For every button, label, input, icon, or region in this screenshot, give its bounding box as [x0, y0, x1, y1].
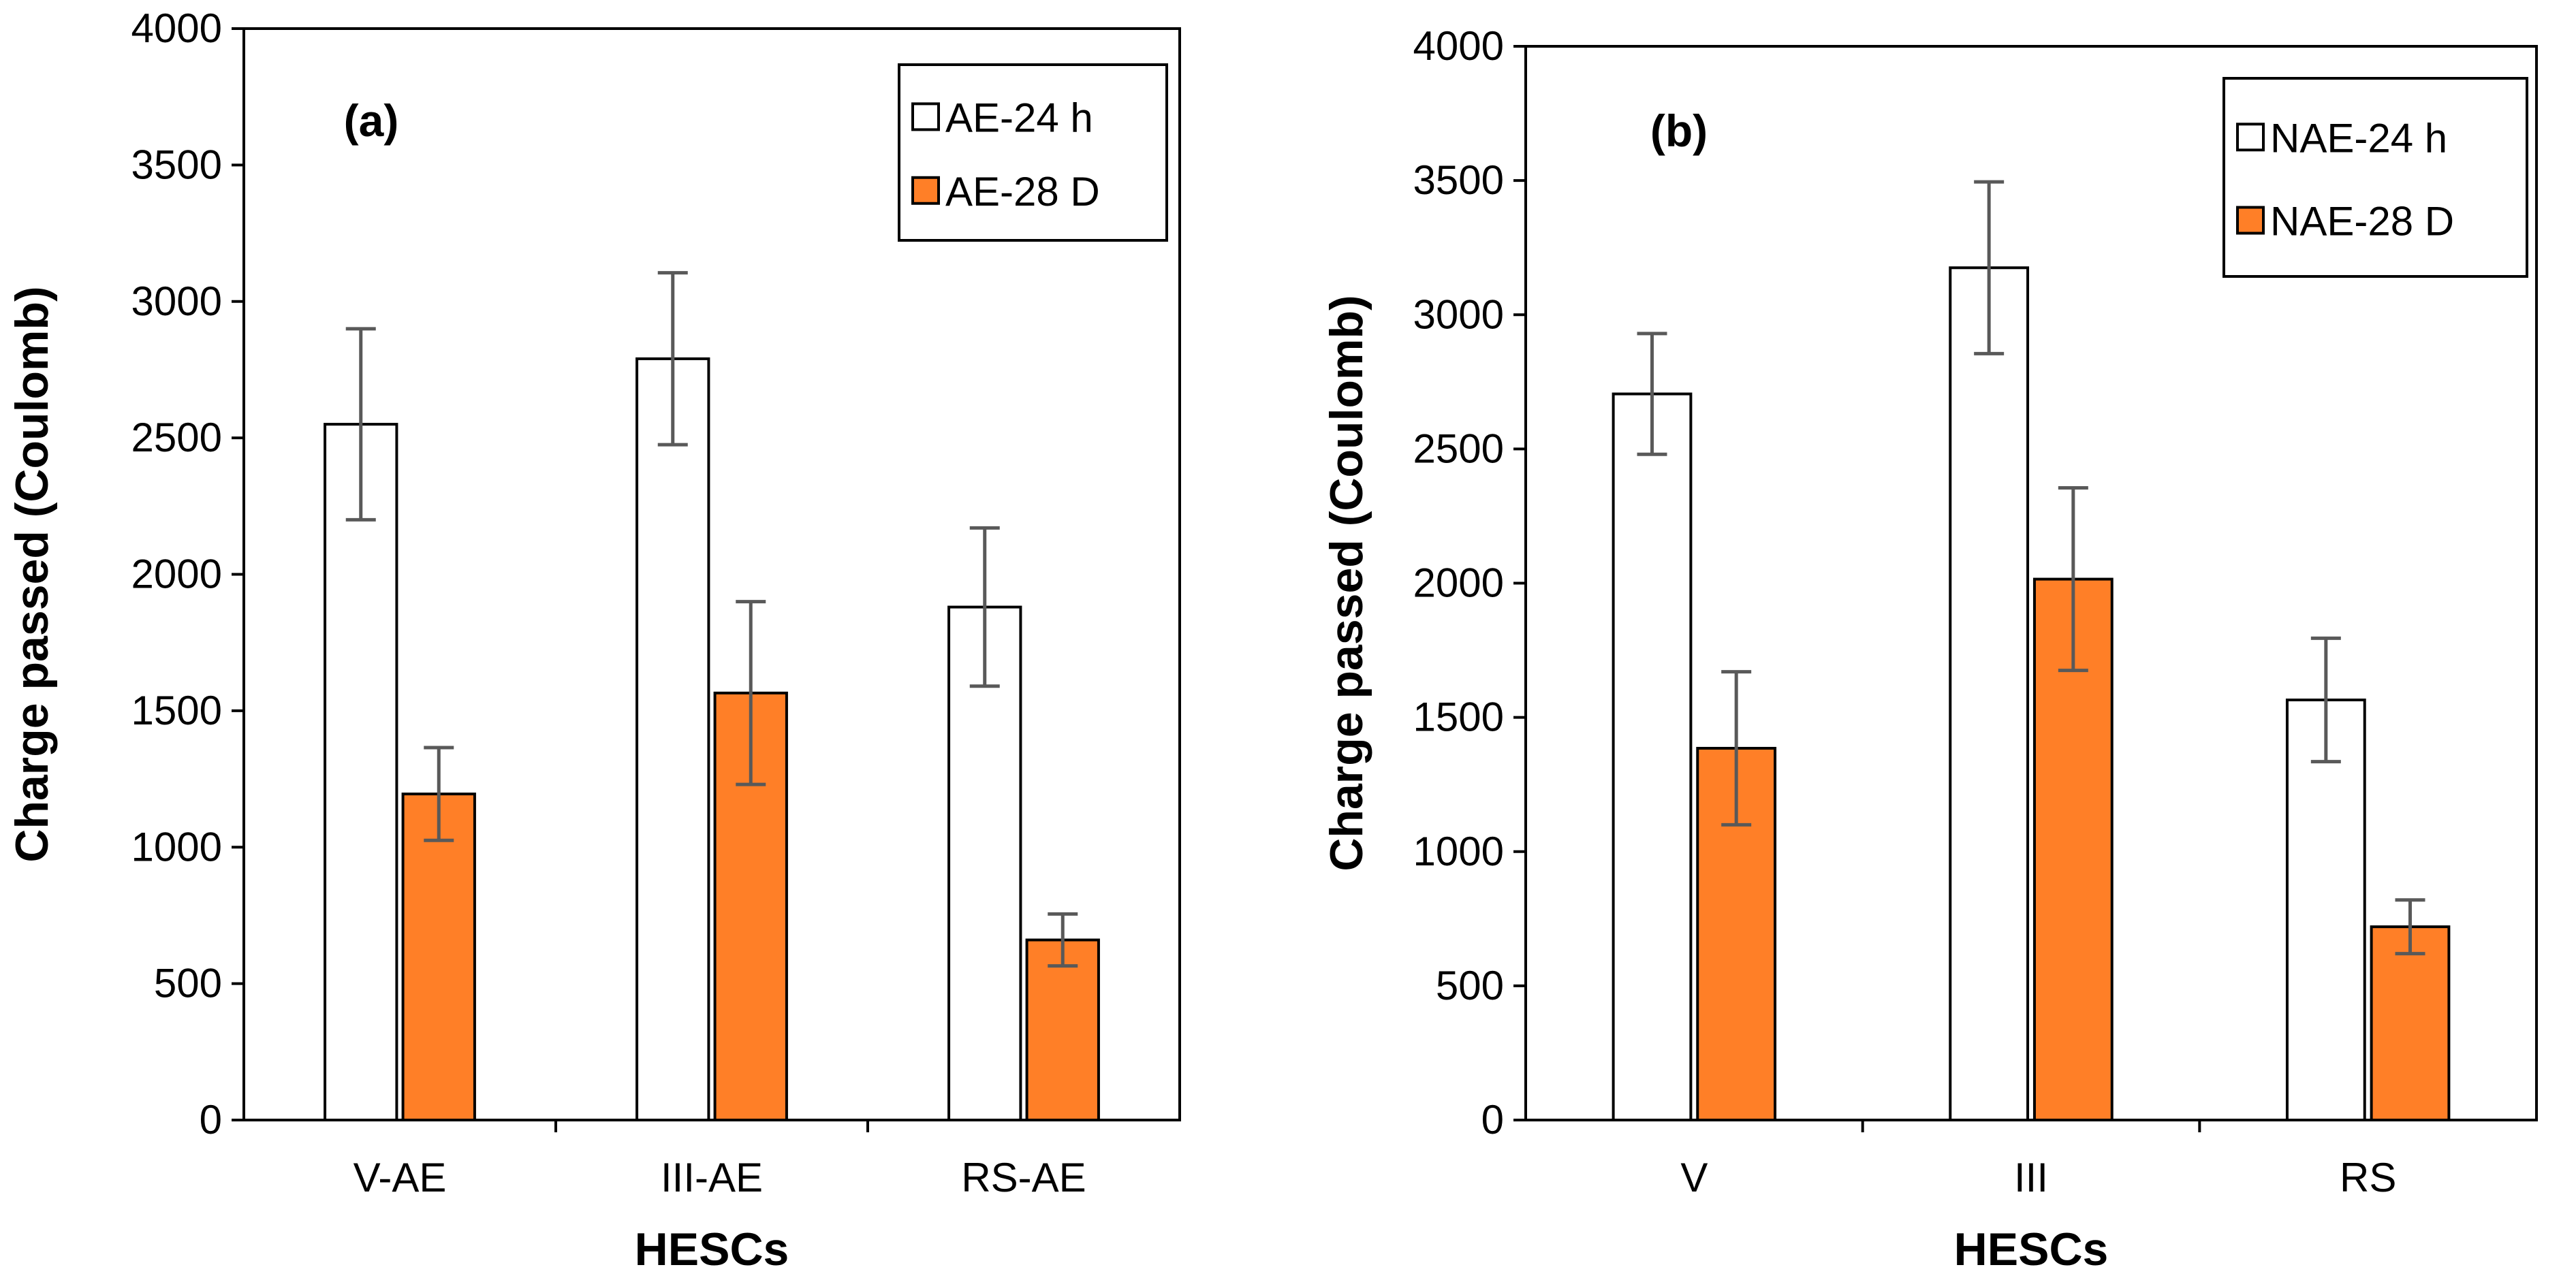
bar-AE-24 h: [947, 605, 1022, 1121]
y-tick-label: 500: [1436, 963, 1504, 1008]
y-tick-label: 3500: [131, 142, 222, 187]
x-category-label: III-AE: [661, 1155, 763, 1200]
error-bar: [2395, 898, 2425, 956]
bar-AE-28 D: [401, 793, 476, 1121]
error-bar: [736, 600, 766, 786]
y-tick-label: 2000: [131, 552, 222, 597]
legend-swatch: [2236, 206, 2265, 235]
y-tick-label: 2500: [1413, 426, 1504, 471]
bar-AE-28 D: [1025, 938, 1100, 1121]
bar-NAE-24 h: [2285, 698, 2366, 1121]
y-tick-label: 500: [154, 961, 222, 1006]
y-tick-label: 0: [200, 1097, 222, 1143]
panel-label: (a): [344, 95, 399, 146]
legend-label: AE-24 h: [945, 95, 1093, 140]
legend-label: NAE-28 D: [2270, 199, 2454, 244]
error-bar: [424, 746, 454, 842]
legend-label: AE-28 D: [945, 169, 1100, 214]
error-bar: [969, 526, 1000, 688]
legend-label: NAE-24 h: [2270, 115, 2447, 161]
chart-panel-b: 0 500 1000 1500 2000 2500 3000 3500 4000 V III RS HE…: [1321, 23, 2538, 1275]
error-bar: [2058, 486, 2088, 673]
x-category-label: III: [2014, 1155, 2048, 1200]
y-tick-label: 0: [1481, 1097, 1504, 1143]
y-axis-title: Charge passed (Coulomb): [1321, 295, 1372, 871]
y-tick-label: 2000: [1413, 560, 1504, 606]
x-category-label: RS: [2340, 1155, 2396, 1200]
legend-swatch: [2236, 123, 2265, 152]
bar-AE-24 h: [635, 357, 710, 1121]
bar-NAE-28 D: [2370, 925, 2451, 1121]
x-axis-title: HESCs: [1954, 1224, 2109, 1275]
error-bar: [1721, 670, 1752, 827]
x-category-label: V-AE: [354, 1155, 447, 1200]
error-bar: [345, 327, 376, 522]
error-bar: [1637, 332, 1667, 456]
legend-swatch: [911, 176, 940, 205]
y-tick-label: 3000: [1413, 291, 1504, 337]
y-tick-label: 3500: [1413, 157, 1504, 203]
error-bar: [1048, 912, 1078, 968]
legend-box: [898, 63, 1168, 242]
error-bar: [1974, 180, 2005, 355]
error-bar: [657, 271, 688, 447]
bar-AE-28 D: [713, 691, 788, 1121]
y-tick-label: 1000: [131, 824, 222, 869]
bar-AE-24 h: [324, 423, 398, 1121]
y-tick-label: 1500: [131, 688, 222, 733]
bar-NAE-24 h: [1612, 392, 1693, 1122]
bar-NAE-24 h: [1949, 266, 2030, 1122]
error-bar: [2310, 636, 2341, 764]
y-axis-title: Charge passed (Coulomb): [6, 286, 58, 862]
legend: AE-24 h AE-28 D: [898, 63, 1168, 242]
x-axis-title: HESCs: [635, 1224, 789, 1275]
y-tick-label: 1500: [1413, 694, 1504, 740]
legend: NAE-24 h NAE-28 D: [2222, 77, 2528, 278]
legend-box: [2222, 77, 2528, 278]
x-category-label: RS-AE: [961, 1155, 1086, 1200]
y-tick-label: 4000: [1413, 23, 1504, 69]
y-tick-label: 4000: [131, 5, 222, 51]
y-tick-label: 1000: [1413, 829, 1504, 874]
x-category-label: V: [1680, 1155, 1708, 1200]
y-tick-label: 2500: [131, 415, 222, 460]
y-tick-label: 3000: [131, 278, 222, 324]
panel-label: (b): [1650, 106, 1708, 156]
chart-panel-a: 0 500 1000 1500 2000 2500 3000 3500 4000 V-AE III-…: [6, 5, 1181, 1275]
legend-swatch: [911, 102, 940, 131]
